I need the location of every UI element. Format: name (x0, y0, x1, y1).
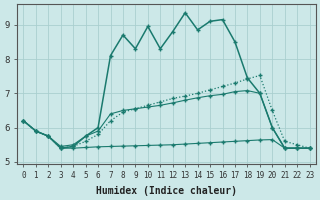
X-axis label: Humidex (Indice chaleur): Humidex (Indice chaleur) (96, 186, 237, 196)
